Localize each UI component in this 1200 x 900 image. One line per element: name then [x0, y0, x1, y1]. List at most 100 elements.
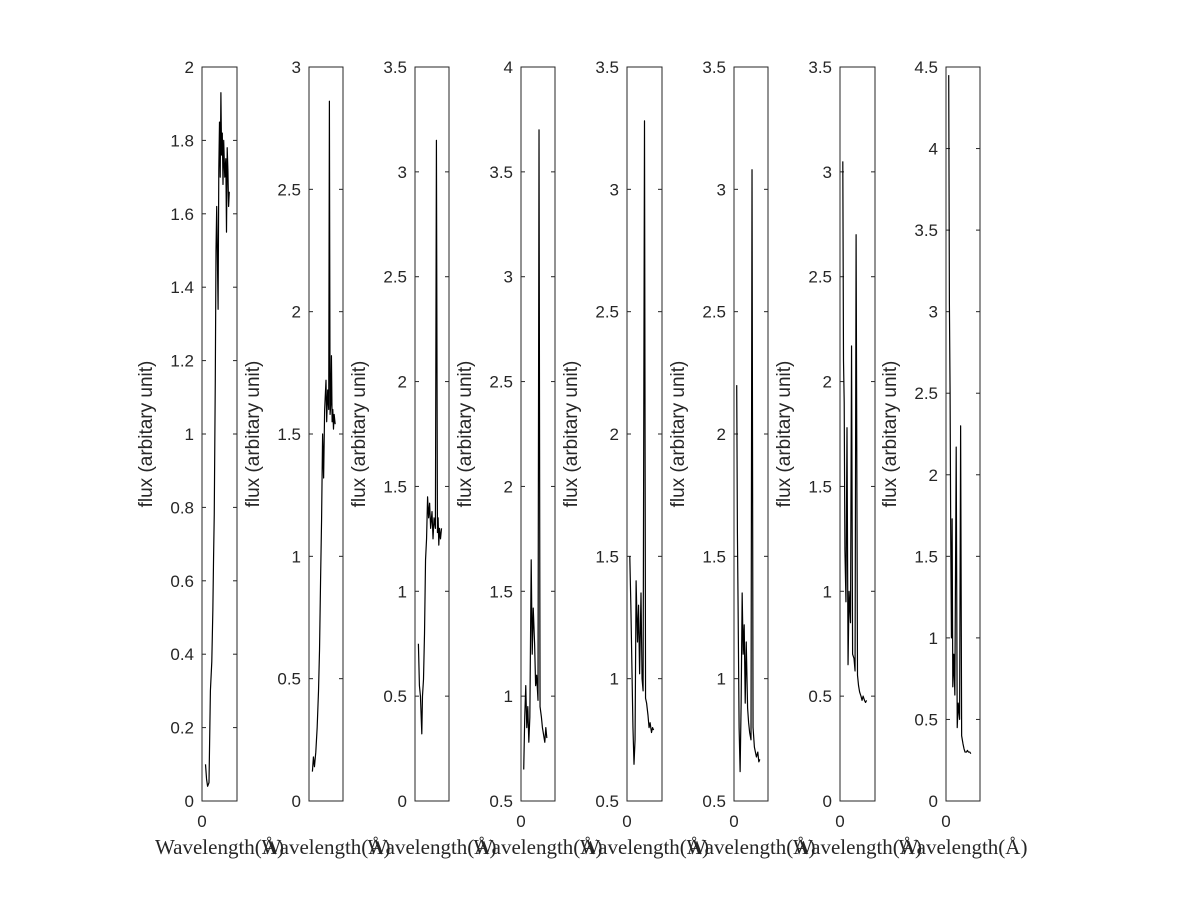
y-tick-label: 1: [504, 687, 513, 706]
x-axis-label: Wavelength(Å): [474, 835, 603, 859]
axes-box: [201, 66, 238, 802]
y-axis-label: flux (arbitary unit): [455, 361, 476, 508]
x-axis-label: Wavelength(Å): [368, 835, 497, 859]
y-axis-label: flux (arbitary unit): [243, 361, 264, 508]
y-tick-label: 0.5: [489, 792, 513, 811]
y-tick-label: 3: [610, 180, 619, 199]
y-tick-label: 2.5: [808, 268, 832, 287]
y-tick-label: 2: [185, 58, 194, 77]
y-tick-label: 3: [823, 163, 832, 182]
subplot-8: 0 0.5 1 1.5 2 2.5 3 3.5 4 4.5 0 flux (arbitary unit…: [880, 58, 1027, 859]
y-tick-label: 3.5: [383, 58, 407, 77]
y-tick-label: 0: [929, 792, 938, 811]
series-line: [629, 120, 655, 765]
y-tick-label: 0.5: [595, 792, 619, 811]
subplot-1: 0 0.2 0.4 0.6 0.8 1 1.2 1.4 1.6 1.8 2 0 flux (arbita…: [136, 58, 284, 859]
y-tick-label: 3: [929, 303, 938, 322]
y-tick-label: 0: [823, 792, 832, 811]
y-axis-label: flux (arbitary unit): [136, 361, 157, 508]
series-line: [417, 139, 443, 735]
y-axis-label: flux (arbitary unit): [561, 361, 582, 508]
x-axis-label: Wavelength(Å): [580, 835, 709, 859]
y-axis-label: flux (arbitary unit): [349, 361, 370, 508]
axes-box: [414, 66, 450, 802]
y-tick-label: 4: [929, 140, 938, 159]
x-tick-label: 0: [622, 812, 631, 831]
y-tick-label: 3: [398, 163, 407, 182]
y-tick-label: 2.5: [489, 373, 513, 392]
y-tick-label: 3.5: [489, 163, 513, 182]
y-tick-label: 0.6: [170, 572, 194, 591]
y-tick-label: 2: [717, 425, 726, 444]
y-tick-label: 1: [929, 629, 938, 648]
y-tick-label: 1.5: [702, 547, 726, 566]
y-tick-label: 1.5: [914, 547, 938, 566]
x-tick-label: 0: [941, 812, 950, 831]
series-line: [948, 75, 972, 755]
y-tick-label: 1.5: [595, 547, 619, 566]
y-tick-label: 0.2: [170, 719, 194, 738]
y-tick-label: 0: [292, 792, 301, 811]
y-tick-label: 0.5: [383, 687, 407, 706]
y-tick-label: 3: [292, 58, 301, 77]
y-tick-label: 1.4: [170, 278, 194, 297]
y-tick-label: 2: [504, 477, 513, 496]
y-tick-label: 4.5: [914, 58, 938, 77]
y-tick-label: 3: [717, 180, 726, 199]
y-tick-label: 1: [610, 670, 619, 689]
y-tick-label: 0.5: [277, 670, 301, 689]
subplot-3: 0 0.5 1 1.5 2 2.5 3 3.5 flux (arbitary unit) Wave…: [349, 58, 496, 859]
y-tick-label: 4: [504, 58, 513, 77]
y-tick-label: 1.6: [170, 205, 194, 224]
x-tick-label: 0: [516, 812, 525, 831]
y-tick-label: 1.8: [170, 131, 194, 150]
x-axis-label: Wavelength(Å): [687, 835, 816, 859]
y-tick-label: 2.5: [595, 303, 619, 322]
subplot-panels: 0 0.2 0.4 0.6 0.8 1 1.2 1.4 1.6 1.8 2 0 flux (arbita…: [136, 58, 1027, 859]
y-tick-label: 3.5: [595, 58, 619, 77]
y-tick-label: 2.5: [383, 268, 407, 287]
y-tick-label: 2: [929, 466, 938, 485]
y-tick-label: 3.5: [808, 58, 832, 77]
y-tick-label: 1: [185, 425, 194, 444]
y-tick-label: 2: [823, 373, 832, 392]
x-tick-label: 0: [729, 812, 738, 831]
y-tick-label: 1.5: [489, 582, 513, 601]
y-tick-label: 0: [185, 792, 194, 811]
axes-box: [945, 66, 981, 802]
y-tick-label: 0.5: [702, 792, 726, 811]
series-line: [311, 100, 336, 772]
y-tick-label: 3: [504, 268, 513, 287]
y-tick-label: 2: [398, 373, 407, 392]
y-tick-label: 0.5: [914, 710, 938, 729]
series-line: [736, 169, 761, 773]
y-tick-label: 1.2: [170, 352, 194, 371]
series-line: [523, 129, 548, 770]
subplot-7: 0 0.5 1 1.5 2 2.5 3 3.5 0 flux (arbitary unit) Wav…: [774, 58, 922, 859]
y-tick-label: 0: [398, 792, 407, 811]
y-tick-label: 2.5: [702, 303, 726, 322]
y-tick-label: 3.5: [702, 58, 726, 77]
y-tick-label: 2: [610, 425, 619, 444]
subplot-4: 0.5 1 1.5 2 2.5 3 3.5 4 0 flux (arbitary unit) Wav…: [455, 58, 602, 859]
y-tick-label: 0.4: [170, 645, 194, 664]
series-line: [842, 161, 868, 704]
x-axis-label: Wavelength(Å): [899, 835, 1028, 859]
y-tick-label: 1.5: [383, 477, 407, 496]
y-axis-label: flux (arbitary unit): [668, 361, 689, 508]
y-axis-label: flux (arbitary unit): [880, 361, 901, 508]
subplot-5: 0.5 1 1.5 2 2.5 3 3.5 0 flux (arbitary unit) Wave…: [561, 58, 709, 859]
x-axis-label: Wavelength(Å): [793, 835, 922, 859]
y-tick-label: 0.8: [170, 498, 194, 517]
y-tick-label: 0.5: [808, 687, 832, 706]
y-tick-label: 2: [292, 303, 301, 322]
y-tick-label: 2.5: [277, 180, 301, 199]
y-tick-label: 1.5: [277, 425, 301, 444]
y-tick-label: 3.5: [914, 221, 938, 240]
y-tick-label: 1: [823, 582, 832, 601]
x-tick-label: 0: [197, 812, 206, 831]
y-tick-label: 2.5: [914, 384, 938, 403]
x-tick-label: 0: [835, 812, 844, 831]
subplot-2: 0 0.5 1 1.5 2 2.5 3 flux (arbitary unit) Wavelen…: [243, 58, 390, 859]
